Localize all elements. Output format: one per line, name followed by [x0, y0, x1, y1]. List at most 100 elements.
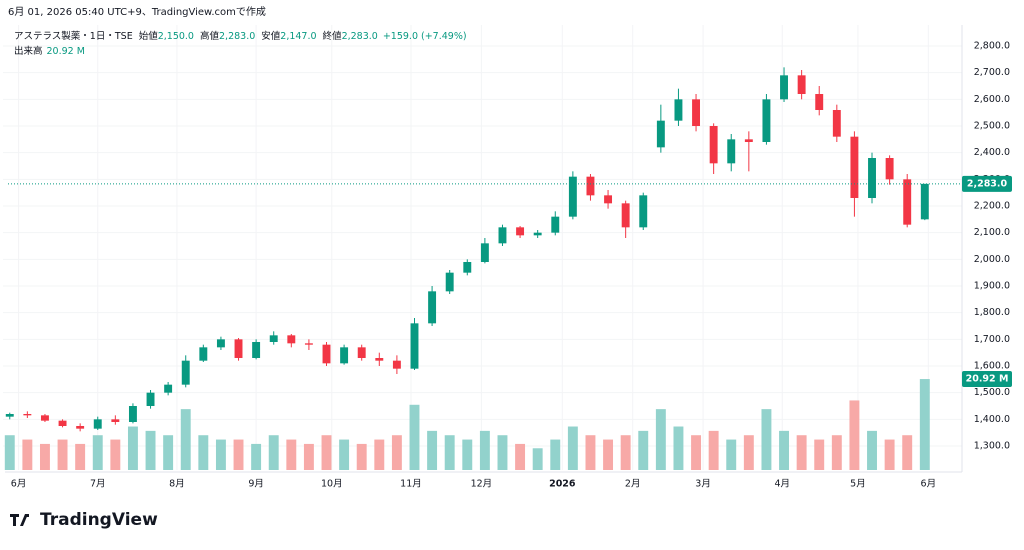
y-tick-label: 1,800.0	[974, 307, 1010, 318]
volume-bar	[22, 439, 33, 470]
x-tick-label: 5月	[850, 479, 866, 490]
volume-bar	[57, 439, 68, 470]
volume-bar	[867, 430, 877, 470]
volume-bar	[268, 435, 279, 470]
volume-bar	[515, 443, 526, 470]
volume-bar	[374, 439, 385, 470]
volume-bar	[532, 448, 543, 470]
volume-bar	[814, 439, 825, 470]
volume-bar	[127, 426, 138, 470]
volume-bar	[163, 435, 174, 470]
brand-logo: TradingView	[10, 510, 158, 530]
candle-body	[410, 323, 419, 369]
candle-body	[656, 120, 665, 148]
volume-bar	[215, 439, 226, 470]
y-tick-label: 1,700.0	[974, 334, 1010, 345]
volume-bar	[567, 426, 578, 470]
candle-body	[269, 335, 278, 342]
volume-bar	[691, 435, 702, 470]
volume-bar	[356, 443, 367, 470]
volume-bar	[796, 435, 807, 470]
volume-bar	[427, 430, 438, 470]
volume-bar	[339, 439, 350, 470]
legend-item: 終値	[323, 30, 343, 42]
candle-body	[146, 392, 155, 406]
grid	[3, 25, 962, 470]
volume-bar	[603, 439, 614, 470]
volume-bar	[39, 443, 50, 470]
y-tick-label: 1,400.0	[974, 414, 1010, 425]
plot	[4, 67, 930, 470]
y-tick-label: 1,500.0	[974, 387, 1010, 398]
candle-body	[674, 99, 683, 121]
volume-bar	[479, 430, 490, 470]
legend-item: 2,283.0	[219, 31, 255, 42]
candle-body	[40, 415, 49, 421]
volume-bar	[251, 443, 262, 470]
volume-bar	[321, 435, 332, 470]
volume-bar	[286, 439, 297, 470]
candle-body	[709, 126, 718, 164]
y-tick-label: 2,500.0	[974, 121, 1010, 132]
legend-item: 始値	[139, 30, 159, 42]
volume-name: 出来高	[14, 45, 43, 57]
candle-body	[216, 339, 225, 348]
x-tick-label: 2月	[625, 479, 641, 490]
y-tick-label: 2,800.0	[974, 41, 1010, 52]
candle-body	[428, 291, 437, 324]
volume-bar	[620, 435, 631, 470]
candle-body	[234, 339, 243, 358]
y-tick-label: 2,600.0	[974, 94, 1010, 105]
legend-item: アステラス製薬・1日・TSE	[14, 30, 133, 42]
volume-bar	[919, 379, 930, 470]
candle-body	[199, 347, 208, 361]
volume-bar	[831, 435, 842, 470]
candle-body	[568, 176, 577, 217]
candle-body	[23, 414, 32, 416]
legend-item: 2,147.0	[280, 31, 316, 42]
candle-body	[252, 342, 261, 358]
candle-body	[762, 99, 771, 142]
candle-body	[744, 139, 753, 142]
last-volume-label: 20.92 M	[966, 374, 1009, 385]
volume-bar	[585, 435, 596, 470]
x-tick-label: 10月	[321, 479, 343, 490]
candle-body	[533, 232, 542, 236]
volume-bar	[92, 435, 103, 470]
last-price-label: 2,283.0	[967, 178, 1008, 189]
y-tick-label: 2,400.0	[974, 147, 1010, 158]
candle-body	[727, 139, 736, 164]
volume-legend: 出来高 20.92 M	[14, 45, 85, 57]
volume-bar	[708, 430, 719, 470]
x-tick-label: 8月	[169, 479, 185, 490]
candle-body	[340, 347, 349, 364]
candle-body	[639, 195, 648, 228]
candle-body	[815, 94, 824, 110]
candle-body	[322, 344, 331, 364]
candle-body	[832, 110, 841, 137]
volume-bar	[444, 435, 455, 470]
volume-value: 20.92 M	[47, 46, 85, 57]
volume-bar	[779, 430, 789, 470]
legend-item: 高値	[200, 30, 220, 42]
volume-bar	[849, 400, 860, 470]
x-tick-label: 7月	[90, 479, 106, 490]
candle-body	[287, 335, 296, 344]
last-volume-badge	[962, 371, 1012, 388]
legend-item: 安値	[261, 30, 281, 42]
volume-bar	[180, 409, 191, 470]
x-tick-label: 9月	[248, 479, 264, 490]
candle-body	[885, 158, 894, 180]
x-tick-label: 6月	[11, 479, 27, 490]
candle-body	[920, 183, 929, 220]
candle-body	[375, 358, 384, 361]
logo-mark	[10, 514, 29, 526]
candle-body	[357, 347, 366, 358]
y-tick-label: 1,600.0	[974, 361, 1010, 372]
candle-body	[181, 360, 190, 385]
volume-bar	[497, 435, 508, 470]
y-tick-label: 2,000.0	[974, 254, 1010, 265]
volume-bar	[391, 435, 402, 470]
legend-item: +159.0 (+7.49%)	[383, 31, 467, 42]
y-tick-label: 2,700.0	[974, 67, 1010, 78]
